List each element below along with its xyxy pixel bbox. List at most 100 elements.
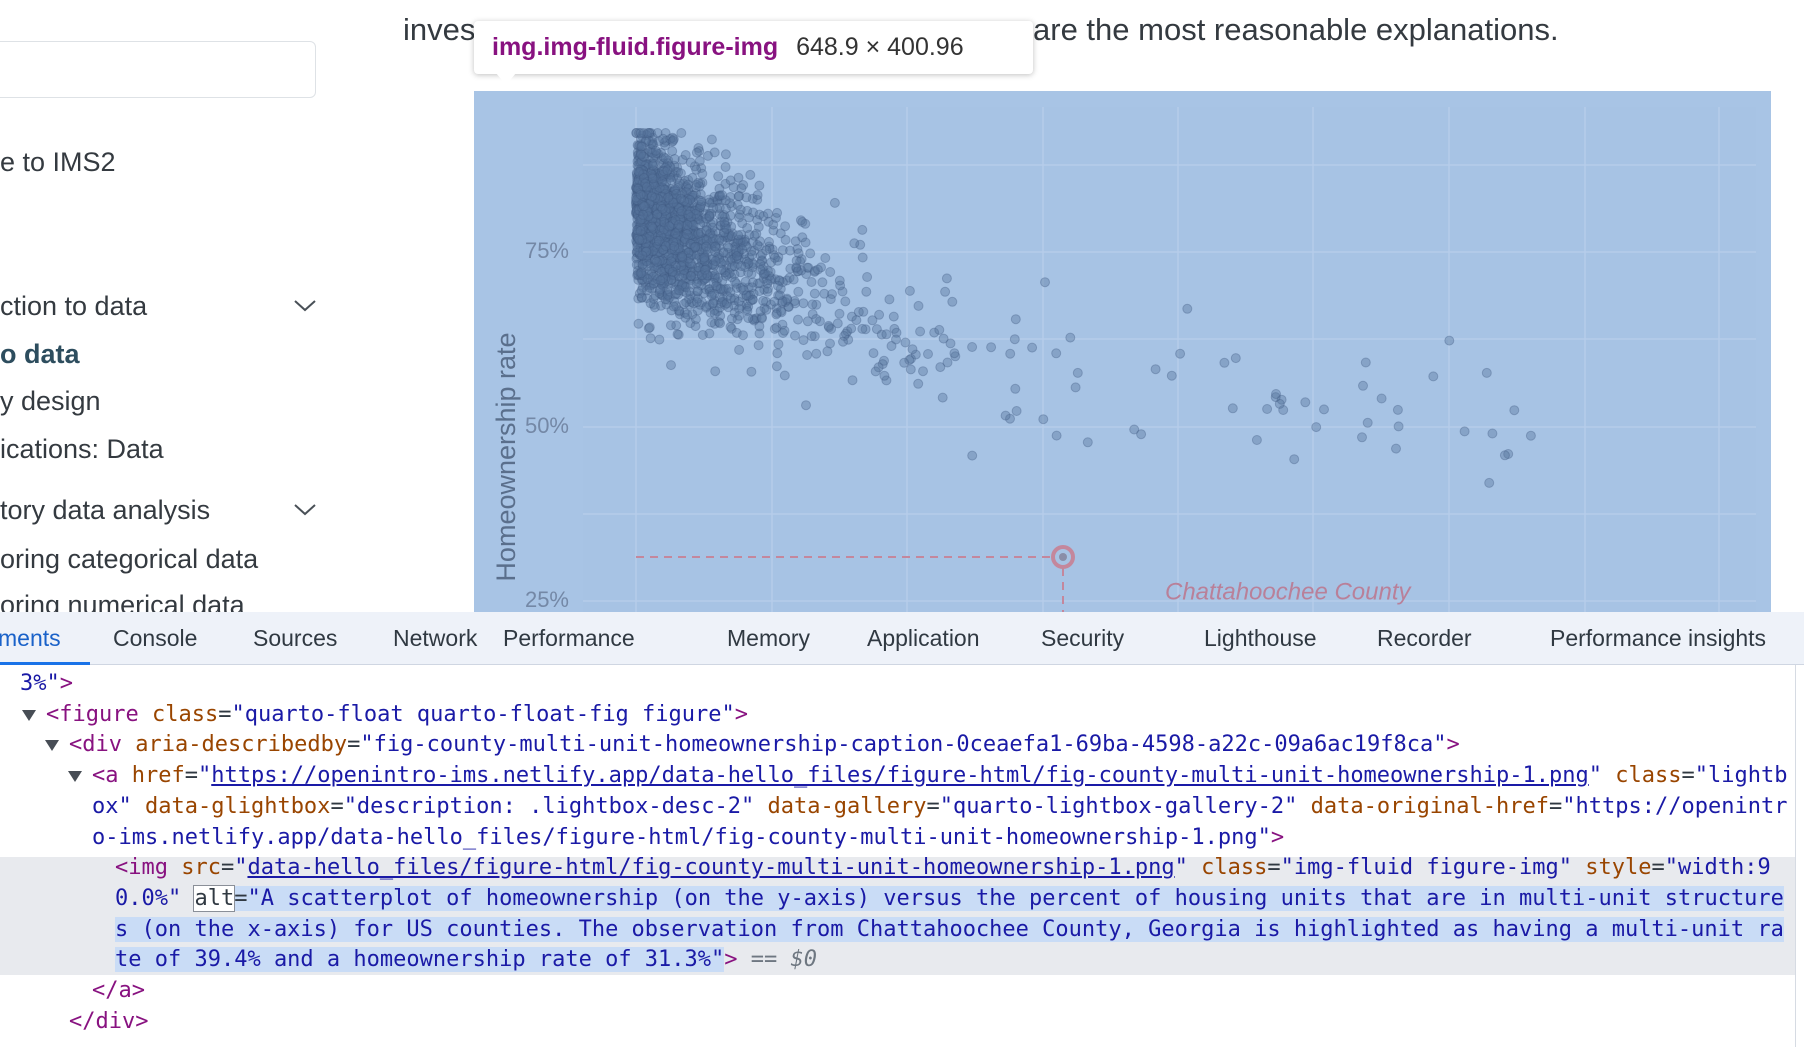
scatter-dot [644, 128, 655, 138]
devtools-tab[interactable]: Sources [253, 625, 338, 651]
devtools-tab[interactable]: Performance insights [1550, 625, 1767, 651]
scatter-dot [718, 284, 729, 295]
devtools-tab[interactable]: Console [113, 625, 198, 651]
scatter-dot [690, 205, 701, 216]
devtools-tab[interactable]: ments [0, 625, 61, 651]
scatter-dot [641, 237, 652, 248]
scatter-dot [636, 194, 646, 205]
scatter-dot [1065, 332, 1076, 343]
chevron[interactable] [293, 298, 317, 314]
scatter-dot [664, 264, 675, 275]
scatter-dot [701, 302, 712, 313]
devtools-tab[interactable]: Memory [727, 625, 811, 651]
scatter-dot [636, 166, 647, 177]
scatter-dot [753, 221, 764, 232]
dom-line[interactable]: </div> [69, 1007, 148, 1037]
dom-line[interactable]: <img src="data-hello_files/figure-html/f… [115, 853, 1771, 883]
dom-line[interactable]: ox" data-glightbox="description: .lightb… [92, 792, 1787, 822]
devtools-tab[interactable]: Recorder [1377, 625, 1472, 651]
scatter-dot [667, 269, 678, 280]
devtools-tab[interactable]: Security [1041, 625, 1125, 651]
dom-line[interactable]: o-ims.netlify.app/data-hello_files/figur… [92, 823, 1284, 853]
scatter-dot [640, 213, 651, 224]
nav-link[interactable]: ications: Data [0, 434, 164, 464]
scatter-dot [679, 298, 689, 309]
scatter-dot [665, 205, 676, 216]
dom-link[interactable]: data-hello_files/figure-html/fig-county-… [247, 855, 1175, 881]
expand-triangle[interactable] [68, 771, 82, 783]
dom-line[interactable]: <figure class="quarto-float quarto-float… [46, 700, 748, 730]
scatter-dot [741, 299, 752, 310]
scatter-dot [690, 210, 701, 221]
scatter-dot [645, 225, 656, 236]
devtools-tab[interactable]: Lighthouse [1204, 625, 1317, 651]
scatter-dot [696, 163, 707, 173]
devtools-tab[interactable]: Network [393, 625, 478, 651]
scatter-dot [635, 210, 646, 221]
scatter-dot [663, 270, 674, 281]
y-tick-label: 50% [525, 413, 569, 438]
scatter-dot [1487, 428, 1498, 439]
nav-section[interactable]: tory data analysis [0, 495, 211, 525]
scatter-dot [677, 215, 688, 226]
scatter-dot [635, 232, 646, 243]
scatter-dot [672, 183, 683, 193]
dom-line[interactable]: 3%"> [20, 669, 73, 699]
dom-val: "fig-county-multi-unit-homeownership-cap… [360, 732, 1447, 758]
scatter-dot [857, 323, 868, 334]
scatter-dot [693, 239, 704, 250]
scatter-dot [656, 169, 667, 180]
scatter-dot [688, 242, 699, 253]
nav-link[interactable]: y design [0, 386, 101, 416]
dom-line[interactable]: te of 39.4% and a homeownership rate of … [115, 945, 817, 975]
scatter-dot [713, 191, 724, 202]
scatter-dot [1428, 371, 1439, 382]
scatter-dot [644, 186, 655, 197]
dom-link[interactable]: https://openintro-ims.netlify.app/data-h… [211, 763, 1589, 789]
devtools-tab[interactable]: Application [867, 625, 980, 651]
scatter-dot [663, 264, 674, 275]
scatter-dot [635, 168, 646, 179]
scatter-dot [734, 344, 745, 355]
scatter-dot [658, 158, 669, 169]
scatter-dot [725, 175, 736, 186]
scatter-dot [749, 314, 760, 325]
scatter-dot [639, 196, 650, 207]
scatter-dot [655, 188, 666, 199]
dom-line[interactable]: 0.0%" alt="A scatterplot of homeownershi… [115, 884, 1784, 914]
plot-panel [583, 107, 1756, 612]
chevron[interactable] [293, 502, 317, 518]
scatter-dot [655, 264, 666, 275]
nav-section[interactable]: ction to data [0, 291, 148, 321]
scatter-dot [631, 200, 642, 211]
scatter-dot [752, 278, 763, 289]
expand-triangle[interactable] [22, 709, 36, 721]
scatter-dot [722, 269, 733, 280]
scatter-dot [653, 175, 664, 186]
nav-link[interactable]: oring categorical data [0, 544, 259, 574]
devtools-tab[interactable]: Performance [503, 625, 635, 651]
dom-line[interactable]: </a> [92, 976, 145, 1006]
dom-line[interactable]: <a href="https://openintro-ims.netlify.a… [92, 761, 1787, 791]
scatter-dot [660, 221, 671, 232]
scatter-dot [720, 220, 731, 231]
scatter-dot [672, 218, 683, 229]
nav-link-active[interactable]: o data [0, 339, 80, 369]
scatter-dot [645, 235, 656, 246]
scatter-dot [642, 233, 653, 244]
search-box[interactable] [0, 41, 316, 98]
scatter-dot [654, 334, 665, 345]
grid [583, 107, 1756, 612]
scatter-dot [708, 298, 719, 308]
scatter-dot [644, 243, 655, 254]
nav-link[interactable]: e to IMS2 [0, 147, 116, 177]
expand-triangle[interactable] [45, 740, 59, 752]
scatter-dot [639, 236, 650, 247]
dom-line[interactable]: s (on the x-axis) for US counties. The o… [115, 915, 1784, 945]
figure-image: Homeownership rate 75% 50% 25% Chattahoo… [474, 91, 1771, 612]
scatter-dot [748, 207, 759, 218]
dom-line[interactable]: <div aria-describedby="fig-county-multi-… [69, 730, 1460, 760]
scatter-dot [639, 240, 650, 251]
scatter-dot [695, 261, 706, 272]
scatter-dot [661, 259, 672, 269]
